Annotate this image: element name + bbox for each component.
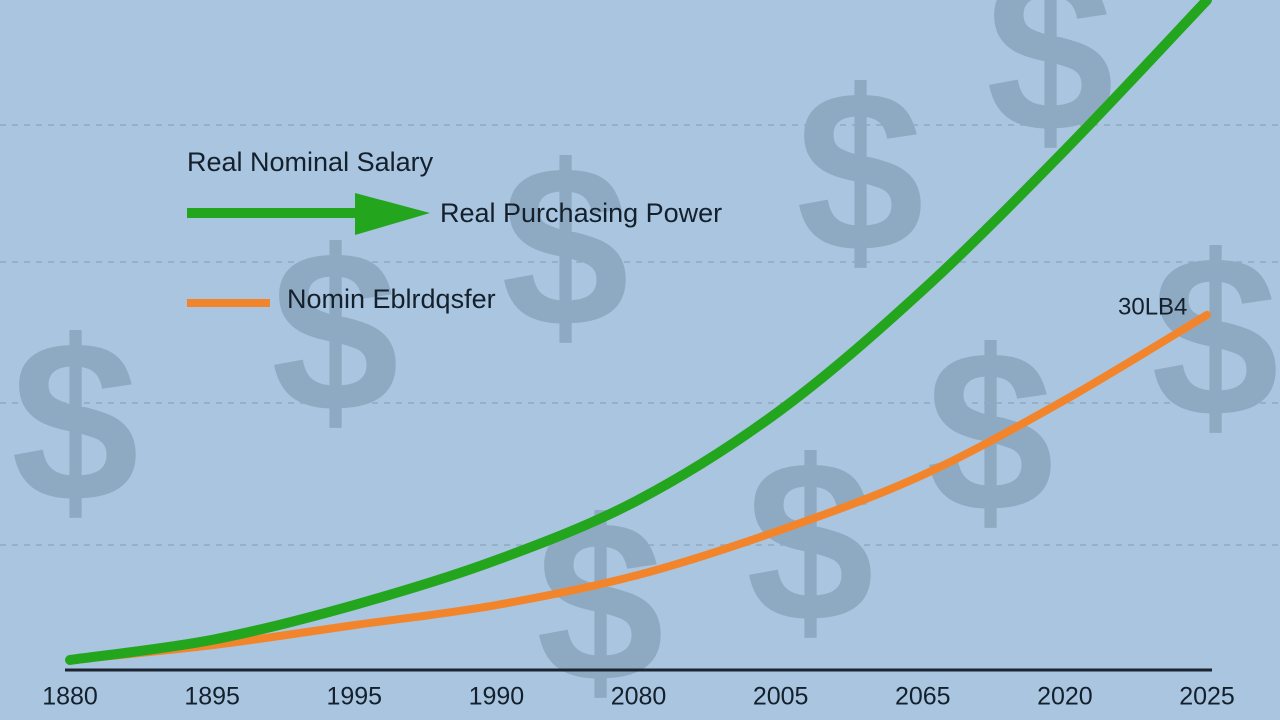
legend-label: Nomin Eblrdqsfer	[287, 284, 496, 314]
line	[65, 0, 1212, 665]
annotation: 30LB4	[1118, 293, 1187, 320]
watermark: $	[746, 413, 874, 670]
x-tick-label: 2020	[1037, 683, 1093, 711]
watermark: $	[796, 43, 924, 300]
x-tick-label: 2005	[753, 683, 809, 711]
legend-arrow	[355, 193, 430, 235]
watermark: $	[271, 203, 399, 460]
line	[66, 310, 1211, 664]
x-tick-label: 1990	[469, 683, 525, 711]
x-tick-label: 1880	[42, 683, 98, 711]
x-tick-label: 2080	[611, 683, 667, 711]
watermarks: $ $ $ $ $ $ $ $ $	[11, 0, 1279, 720]
x-tick-label: 1995	[326, 683, 382, 711]
x-tick-label: 1895	[184, 683, 240, 711]
watermark: $	[986, 0, 1114, 180]
watermark: $	[926, 303, 1054, 560]
x-tick-label: 2065	[895, 683, 951, 711]
x-tick-label: 2025	[1179, 683, 1235, 711]
watermark: $	[501, 118, 629, 375]
legend-title: Real Nominal Salary	[187, 147, 434, 177]
legend-label: Real Purchasing Power	[440, 198, 722, 228]
watermark: $	[11, 293, 139, 550]
